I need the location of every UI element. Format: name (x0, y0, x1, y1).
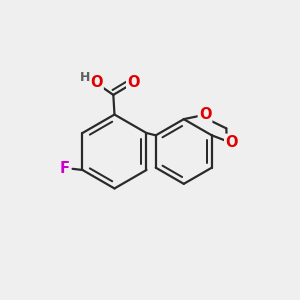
Text: F: F (60, 161, 70, 176)
Text: O: O (90, 75, 103, 90)
Text: O: O (127, 75, 140, 90)
Text: O: O (225, 135, 238, 150)
Text: H: H (80, 70, 91, 84)
Text: O: O (199, 107, 211, 122)
